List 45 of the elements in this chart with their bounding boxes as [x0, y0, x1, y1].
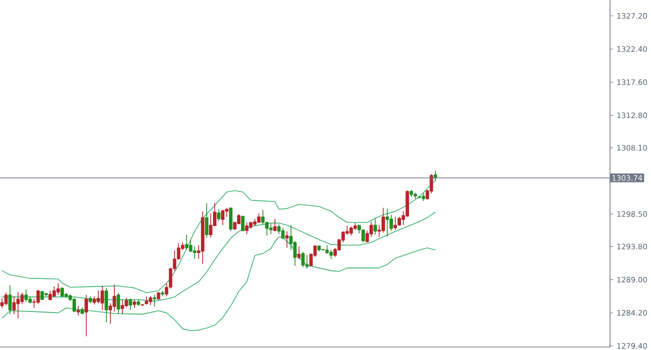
- candlestick: [229, 207, 232, 232]
- candlestick: [96, 290, 100, 304]
- candlestick: [386, 208, 389, 238]
- candlestick: [277, 224, 281, 234]
- candlestick: [382, 207, 385, 234]
- candlestick: [209, 212, 212, 238]
- candlestick: [192, 246, 196, 260]
- candlestick: [204, 202, 208, 238]
- candlestick: [16, 292, 20, 319]
- candlestick: [257, 212, 261, 224]
- candlestick: [434, 170, 438, 182]
- candlestick: [48, 290, 52, 301]
- candlestick: [394, 216, 397, 230]
- candlestick: [245, 222, 249, 234]
- candlestick: [24, 288, 28, 302]
- candlestick: [4, 292, 8, 306]
- candlestick: [374, 218, 377, 236]
- candlestick: [305, 254, 309, 270]
- candlestick: [221, 210, 224, 226]
- candlestick: [301, 252, 305, 268]
- candlestick: [285, 230, 289, 248]
- candlestick: [128, 298, 132, 310]
- candlestick: [184, 234, 188, 250]
- candlestick: [297, 246, 301, 260]
- candlestick: [152, 294, 156, 307]
- candlestick: [269, 223, 273, 234]
- candlestick: [116, 292, 120, 315]
- candlestick: [362, 228, 365, 243]
- candlestick: [100, 285, 104, 310]
- candlestick: [281, 227, 285, 240]
- candlestick: [273, 218, 277, 232]
- candlestick: [120, 299, 124, 315]
- candlestick: [12, 296, 16, 315]
- candlestick: [241, 216, 244, 232]
- candlestick: [104, 288, 108, 323]
- candlestick: [261, 210, 265, 225]
- candlestick: [84, 294, 88, 337]
- candlestick: [36, 290, 40, 304]
- candlestick: [390, 214, 393, 232]
- candlestick: [217, 208, 220, 222]
- candlestick: [56, 282, 60, 296]
- candlestick: [52, 286, 56, 297]
- candlestick: [20, 292, 24, 304]
- candlestick: [8, 284, 12, 315]
- candlestick: [76, 306, 80, 316]
